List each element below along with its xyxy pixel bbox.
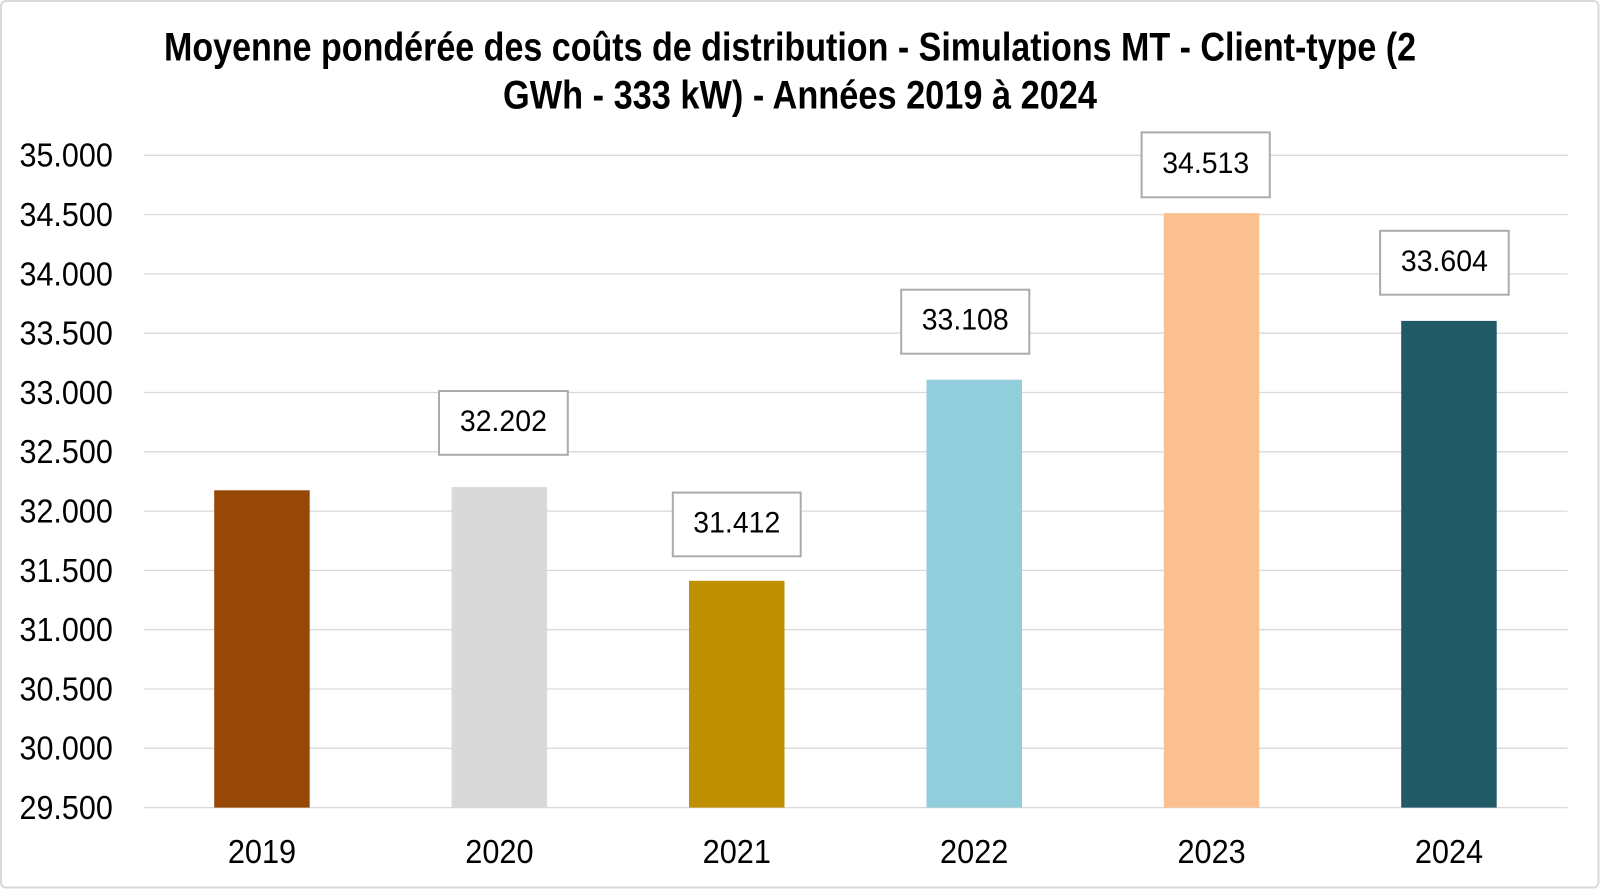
svg-text:Moyenne pondérée des coûts de: Moyenne pondérée des coûts de distributi… bbox=[164, 26, 1416, 70]
svg-text:GWh - 333 kW) - Années 2019 à: GWh - 333 kW) - Années 2019 à 2024 bbox=[503, 74, 1098, 118]
svg-text:30.000: 30.000 bbox=[20, 730, 113, 767]
svg-text:33.108: 33.108 bbox=[922, 304, 1009, 337]
svg-text:32.202: 32.202 bbox=[460, 405, 547, 438]
svg-text:2019: 2019 bbox=[228, 833, 296, 870]
svg-text:34.000: 34.000 bbox=[20, 255, 113, 292]
svg-text:30.500: 30.500 bbox=[20, 670, 113, 707]
svg-text:2024: 2024 bbox=[1415, 833, 1483, 870]
svg-text:34.500: 34.500 bbox=[20, 196, 113, 233]
svg-text:2021: 2021 bbox=[703, 833, 771, 870]
svg-text:35.000: 35.000 bbox=[20, 137, 113, 174]
svg-text:33.604: 33.604 bbox=[1401, 245, 1488, 278]
svg-text:34.513: 34.513 bbox=[1162, 147, 1249, 180]
svg-text:31.000: 31.000 bbox=[20, 611, 113, 648]
svg-text:31.412: 31.412 bbox=[693, 507, 780, 540]
svg-text:33.000: 33.000 bbox=[20, 374, 113, 411]
svg-text:31.500: 31.500 bbox=[20, 552, 113, 589]
svg-text:2022: 2022 bbox=[940, 833, 1008, 870]
svg-text:2023: 2023 bbox=[1177, 833, 1245, 870]
svg-text:29.500: 29.500 bbox=[20, 789, 113, 826]
svg-text:33.500: 33.500 bbox=[20, 315, 113, 352]
svg-text:32.500: 32.500 bbox=[20, 433, 113, 470]
svg-text:2020: 2020 bbox=[465, 833, 533, 870]
svg-text:32.000: 32.000 bbox=[20, 493, 113, 530]
